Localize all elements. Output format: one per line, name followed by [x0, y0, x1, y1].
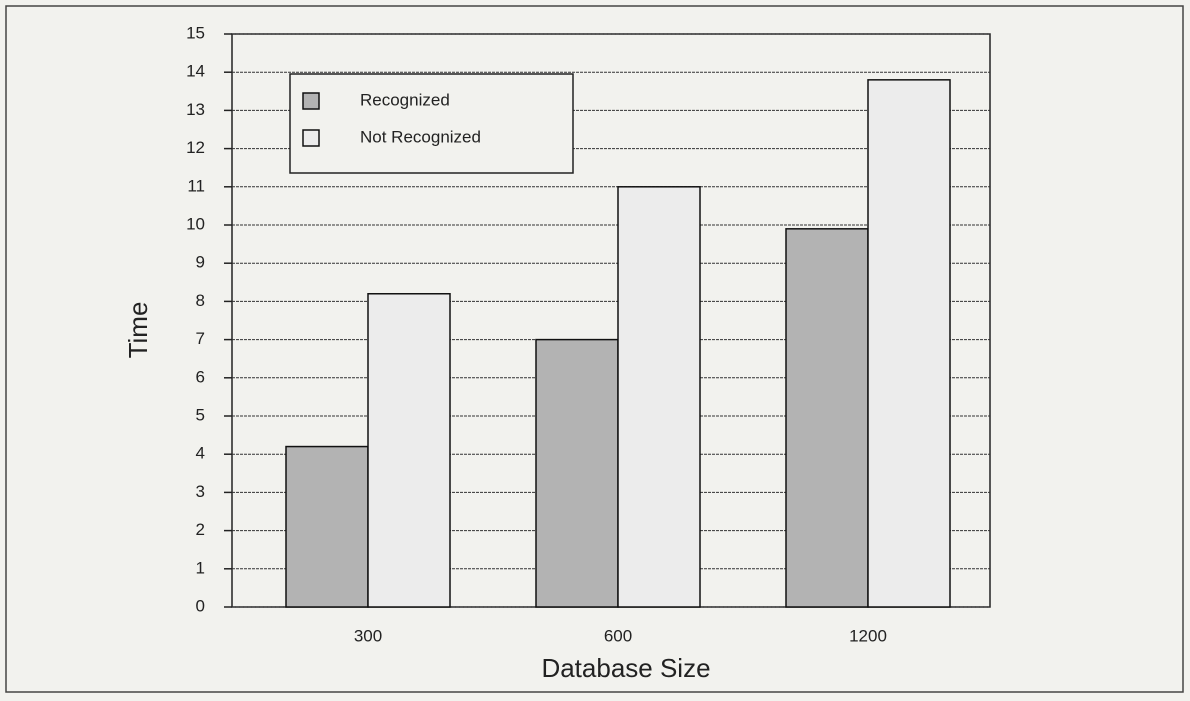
y-tick-label: 15 — [186, 23, 205, 42]
x-tick-label: 600 — [604, 626, 632, 645]
bar — [285, 445, 369, 608]
y-tick-label: 13 — [186, 100, 205, 119]
legend-swatch — [302, 92, 320, 110]
y-tick-label: 4 — [196, 444, 205, 463]
y-tick-label: 8 — [196, 291, 205, 310]
y-tick-label: 12 — [186, 138, 205, 157]
legend-box — [289, 73, 574, 174]
y-tick-label: 6 — [196, 367, 205, 386]
bar — [367, 293, 451, 608]
legend-label: Recognized — [360, 90, 450, 109]
x-axis-label: Database Size — [541, 653, 710, 683]
bar — [785, 228, 869, 608]
y-tick-label: 10 — [186, 214, 205, 233]
y-tick-label: 7 — [196, 329, 205, 348]
legend-label: Not Recognized — [360, 127, 481, 146]
y-tick-label: 14 — [186, 62, 205, 81]
bar — [867, 79, 951, 608]
y-tick-label: 11 — [187, 176, 205, 195]
x-tick-label: 300 — [354, 626, 382, 645]
y-tick-label: 1 — [196, 558, 205, 577]
y-axis-label: Time — [123, 302, 153, 359]
y-tick-label: 0 — [196, 596, 205, 615]
bar — [535, 338, 619, 608]
y-tick-label: 2 — [196, 520, 205, 539]
x-tick-label: 1200 — [849, 626, 887, 645]
y-tick-label: 3 — [196, 482, 205, 501]
bar — [617, 186, 701, 608]
legend-swatch — [302, 129, 320, 147]
y-tick-label: 9 — [196, 253, 205, 272]
y-tick-label: 5 — [196, 405, 205, 424]
